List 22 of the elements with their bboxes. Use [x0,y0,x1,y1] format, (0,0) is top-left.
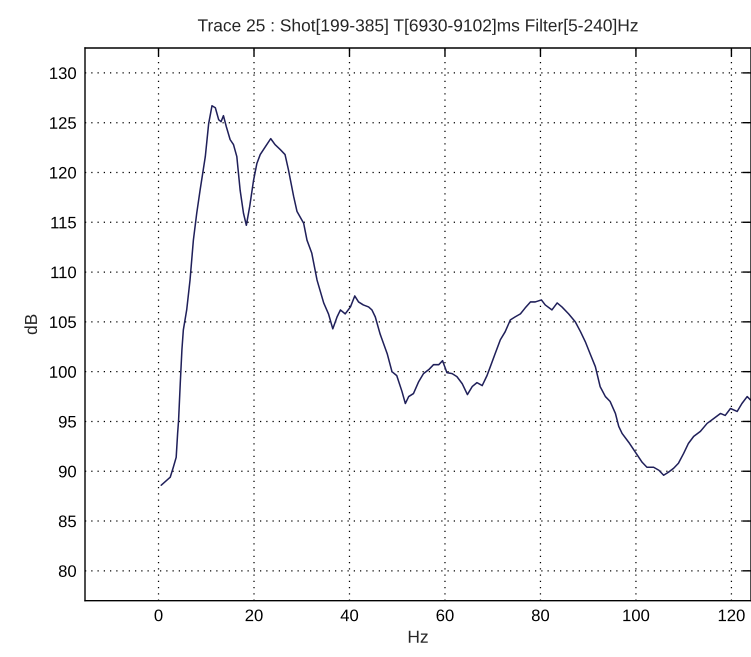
y-tick-label: 100 [50,366,76,378]
x-tick-label: 0 [154,609,163,622]
x-tick-label: 40 [340,609,358,622]
x-tick-label: 80 [532,609,550,622]
y-tick-label: 90 [58,466,76,478]
y-tick-label: 120 [50,166,76,179]
y-tick-label: 105 [50,316,76,328]
y-tick-label: 85 [58,515,76,528]
y-tick-label: 110 [51,266,76,278]
x-tick-label: 120 [718,609,745,622]
x-tick-label: 60 [436,609,454,622]
chart-title: Trace 25 : Shot[199-385] T[6930-9102]ms Filter[5-240]Hz [198,18,638,35]
line-series [160,104,751,486]
x-axis-title: Hz [408,630,428,643]
y-tick-label: 115 [51,216,76,228]
y-tick-label: 95 [58,416,76,428]
x-tick-label: 20 [246,609,263,622]
y-tick-label: 80 [58,565,76,578]
y-axis-title: dB [24,314,38,334]
y-tick-label: 125 [50,117,76,129]
x-tick-label: 100 [623,609,650,622]
y-tick-label: 130 [50,67,76,80]
